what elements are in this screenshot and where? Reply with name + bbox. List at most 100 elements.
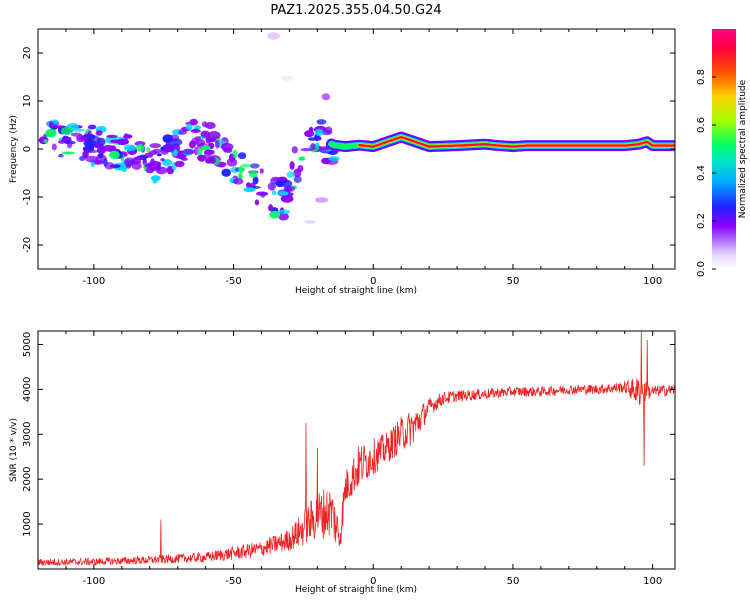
spectrogram-ridge-blob xyxy=(278,212,289,221)
spectrogram-ridge-blob xyxy=(214,139,220,149)
spectrogram-band-layer xyxy=(358,136,675,148)
colorbar-scale xyxy=(712,29,736,269)
spectrogram-ridge-blob xyxy=(123,134,133,139)
snr-y-tick-label: 2000 xyxy=(22,466,33,491)
spectrogram-ridge-blob xyxy=(197,147,203,157)
spectrogram-ridge-blob xyxy=(197,154,206,162)
spectrogram-ridge-blob xyxy=(156,153,162,157)
spectrogram-ridge-blob xyxy=(109,150,120,159)
snr-y-label: SNR (10 * v/v) xyxy=(9,418,19,482)
spectrogram-ridge-blob xyxy=(289,161,295,170)
spectrogram-y-tick-label: -10 xyxy=(22,189,33,205)
spectrogram-y-label: Frequency (Hz) xyxy=(9,115,19,183)
spectrogram-noise-blob xyxy=(315,197,328,203)
spectrogram-ridge-blob xyxy=(203,149,215,155)
snr-x-tick-label: 100 xyxy=(643,576,662,587)
spectrogram-ridge-blob xyxy=(248,170,258,178)
snr-x-tick-label: 50 xyxy=(507,576,520,587)
spectrogram-ridge-blob xyxy=(208,130,221,140)
spectrogram-ridge-blob xyxy=(259,168,264,174)
spectrogram-ridge-blob xyxy=(321,157,331,165)
spectrogram-ridge-blob xyxy=(243,187,256,193)
spectrogram-ridge-blob xyxy=(271,190,277,196)
spectrogram-ridge-blob xyxy=(45,128,57,138)
spectrogram-ridge-blob xyxy=(240,164,252,168)
spectrogram-ridge-blob xyxy=(267,182,276,191)
spectrogram-ridge-blob xyxy=(79,155,86,161)
spectrogram-ridge-blob xyxy=(304,130,315,138)
spectrogram-ridge-blob xyxy=(169,138,183,146)
spectrogram-ridge-blob xyxy=(51,143,57,151)
spectrogram-ridge-blob xyxy=(281,194,294,203)
spectrogram-ridge-blob xyxy=(201,145,211,151)
spectrogram-ridge-blob xyxy=(58,153,64,158)
spectrogram-ridge-blob xyxy=(95,130,103,136)
colorbar-label: Normalized spectral amplitude xyxy=(738,79,748,218)
snr-y-ticks: 1000 2000 3000 4000 5000 xyxy=(22,332,675,537)
colorbar-tick-label: 0.4 xyxy=(696,165,707,181)
spectrogram-ridge-blob xyxy=(123,144,136,152)
spectrogram-ridge-blob xyxy=(314,128,324,136)
spectrogram-ridge-blob xyxy=(220,143,234,151)
colorbar: 0.0 0.2 0.4 0.6 0.8 Normalized spectral ampl… xyxy=(696,29,748,277)
spectrogram-ridge-blob xyxy=(205,135,211,144)
spectrogram-ridge-blob xyxy=(293,175,302,184)
spectrogram-ridge-blob xyxy=(61,151,75,155)
spectrogram-ridge-blob xyxy=(185,123,193,131)
spectrogram-ridge-blob xyxy=(193,147,199,156)
spectrogram-ridge-blob xyxy=(110,139,122,144)
spectrogram-ridge-blob xyxy=(43,139,48,143)
colorbar-tick-label: 0.2 xyxy=(696,213,707,229)
spectrogram-ridge-blob xyxy=(286,171,296,179)
spectrogram-ridge-blob xyxy=(103,157,108,167)
spectrogram-ridge-blob xyxy=(160,146,165,151)
spectrogram-noise-blob xyxy=(281,76,294,81)
spectrogram-ridge-blob xyxy=(161,159,173,167)
spectrogram-ridge-blob xyxy=(85,149,99,154)
spectrogram-ridge-blob xyxy=(191,137,199,145)
spectrogram-ridge-blob xyxy=(182,148,196,155)
spectrogram-noise-blob xyxy=(267,32,281,40)
spectrogram-ridge-blob xyxy=(72,128,85,132)
spectrogram-y-tick-label: 20 xyxy=(22,47,33,60)
spectrogram-ridge-blob xyxy=(246,182,251,188)
spectrogram-x-ticks: -100 -50 0 50 100 xyxy=(37,29,662,287)
snr-y-tick-label: 4000 xyxy=(22,377,33,402)
spectrogram-ridge-blob xyxy=(96,146,107,155)
spectrogram-ridge-blob xyxy=(281,179,293,188)
spectrogram-x-tick-label: 50 xyxy=(507,276,520,287)
spectrogram-ridge-blob xyxy=(275,180,284,188)
spectrogram-ridge-blob xyxy=(70,132,82,137)
spectrogram-ridge-blob xyxy=(169,145,175,153)
spectrogram-x-tick-label: 100 xyxy=(643,276,662,287)
spectrogram-ridge-blob xyxy=(238,166,245,173)
figure-title: PAZ1.2025.355.04.50.G24 xyxy=(270,3,441,18)
snr-x-label: Height of straight line (km) xyxy=(295,585,417,595)
spectrogram-ridge-blob xyxy=(124,157,136,166)
spectrogram-ridge-blob xyxy=(136,144,145,152)
spectrogram-ridge-blob xyxy=(174,160,185,168)
spectrogram-ridge-blob xyxy=(300,148,313,152)
spectrogram-y-tick-label: 0 xyxy=(22,146,33,152)
snr-frame xyxy=(37,330,676,570)
spectrogram-ridge-blob xyxy=(328,156,340,162)
snr-x-tick-label: -50 xyxy=(225,576,241,587)
spectrogram-ridge-blob xyxy=(237,152,247,160)
spectrogram-x-tick-label: -100 xyxy=(83,276,106,287)
spectrogram-ridge-blob xyxy=(106,134,118,138)
spectrogram-ridge-blob xyxy=(80,135,90,140)
spectrogram-ridge-blob xyxy=(221,168,231,177)
spectrogram-ridge-blob xyxy=(316,119,327,125)
snr-x-tick-label: -100 xyxy=(83,576,106,587)
spectrogram-ridge-blob xyxy=(178,129,187,135)
spectrogram-ridge-blob xyxy=(291,146,298,154)
colorbar-ticks: 0.0 0.2 0.4 0.6 0.8 xyxy=(696,69,716,277)
spectrogram-ridge-blob xyxy=(66,142,73,149)
spectrogram-ridge-blob xyxy=(52,125,65,129)
spectrogram-ridge-blob xyxy=(148,160,162,168)
spectrogram-ridge-blob xyxy=(111,145,117,153)
spectrogram-ridge-blob xyxy=(87,130,92,138)
spectrogram-x-tick-label: -50 xyxy=(225,276,241,287)
spectrogram-ridge-blob xyxy=(208,157,216,164)
